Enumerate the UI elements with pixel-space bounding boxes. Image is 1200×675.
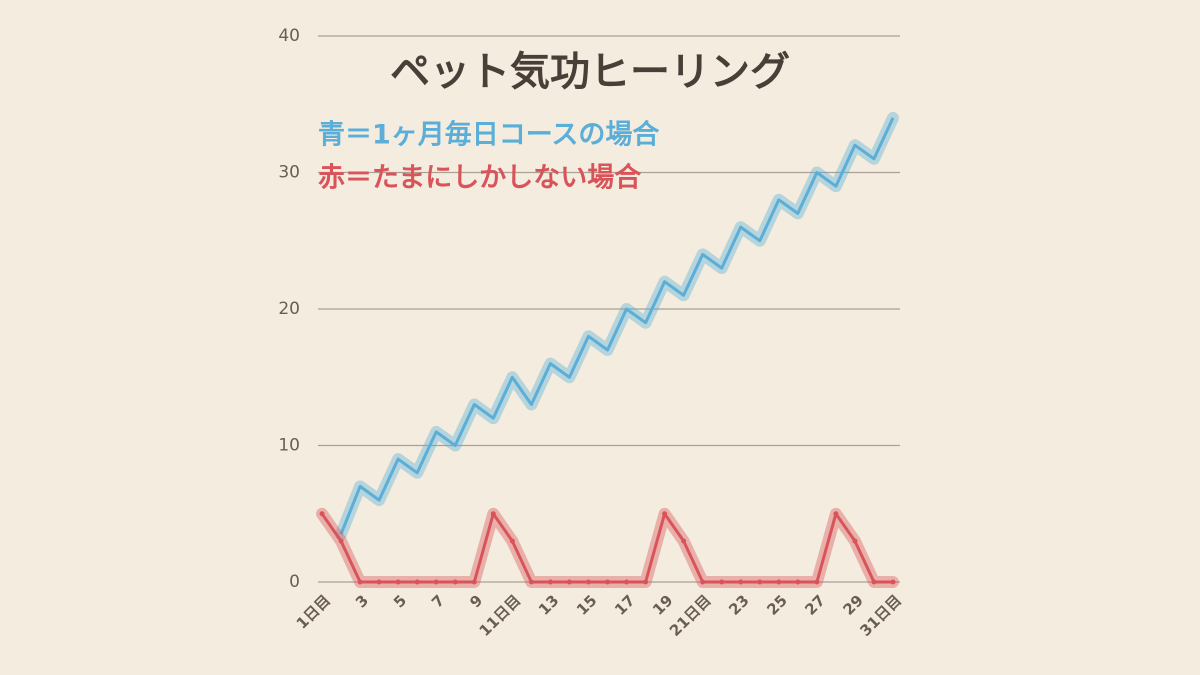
y-tick-label: 20 [278,299,300,319]
point [776,579,782,585]
y-tick-label: 10 [278,436,300,456]
point [643,579,649,585]
point [719,579,725,585]
point [814,579,820,585]
point [395,579,401,585]
point [319,511,325,517]
point [890,579,896,585]
point [700,579,706,585]
point [795,579,801,585]
point [452,579,458,585]
series-line [339,117,895,535]
point [414,579,420,585]
point [585,579,591,585]
legend-label: 青＝1ヶ月毎日コースの場合 [318,119,659,151]
point [662,511,668,517]
point [547,579,553,585]
point [338,538,344,544]
point [433,579,439,585]
point [471,579,477,585]
chart-title: ペット気功ヒーリング [390,49,790,95]
point [490,511,496,517]
point [528,579,534,585]
point [757,579,763,585]
y-tick-label: 40 [278,26,300,46]
point [833,511,839,517]
y-tick-label: 30 [278,163,300,183]
point [738,579,744,585]
point [852,538,858,544]
point [605,579,610,585]
point [509,538,515,544]
point [624,579,630,585]
point [681,538,687,544]
point [357,579,363,585]
point [376,579,382,585]
point [566,579,572,585]
y-tick-label: 0 [289,572,300,592]
point [871,579,877,585]
legend-label: 赤＝たまにしかしない場合 [318,162,641,194]
